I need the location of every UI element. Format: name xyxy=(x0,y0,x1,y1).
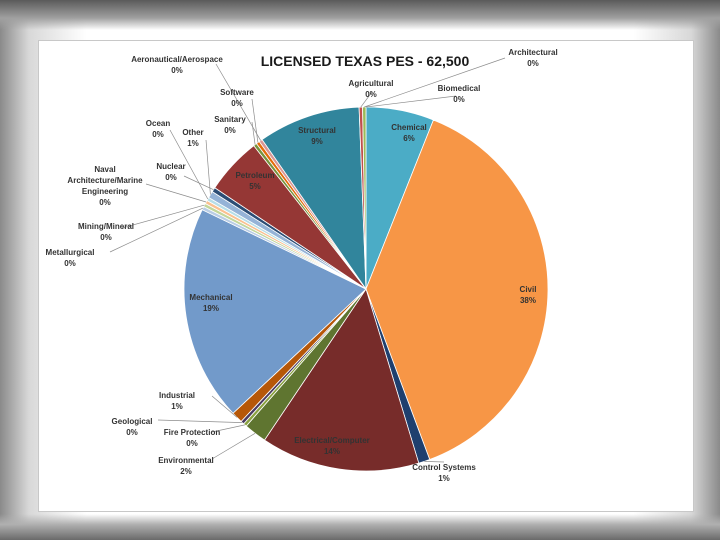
slice-labels: Biomedical 0% Chemical 6% Civil 38% Control Sy… xyxy=(46,48,558,483)
leader-line-aeronautical-aerospace xyxy=(215,63,262,141)
leader-line-biomedical xyxy=(365,95,457,108)
leader-line-control-systems xyxy=(424,461,445,463)
slice-label-control-systems: Control Systems 1% xyxy=(412,463,476,483)
leader-line-metallurgical xyxy=(109,207,204,253)
leader-line-environmental xyxy=(211,432,256,460)
slice-label-mechanical: Mechanical 19% xyxy=(189,293,232,313)
pie-slice-architectural xyxy=(362,106,367,290)
slice-label-aeronautical-aerospace: Aeronautical/Aerospace 0% xyxy=(131,55,223,75)
leader-line-mining-mineral xyxy=(121,204,205,229)
slice-label-agricultural: Agricultural 0% xyxy=(349,79,394,99)
leader-line-architectural xyxy=(364,57,506,108)
slice-label-sanitary: Sanitary 0% xyxy=(214,115,246,135)
pie-slice-mechanical xyxy=(183,209,367,414)
slice-label-naval-architecture-marine-engineering: Naval Architecture/Marine Engineering 0% xyxy=(67,165,143,207)
slice-label-electrical-computer: Electrical/Computer 14% xyxy=(294,436,370,456)
slice-label-petroleum: Petroleum 5% xyxy=(235,171,274,191)
pie-slice-structural xyxy=(261,106,367,291)
leader-line-geological xyxy=(157,419,243,423)
slice-label-structural: Structural 9% xyxy=(298,126,336,146)
slice-label-environmental: Environmental 2% xyxy=(158,456,214,476)
leader-line-fire-protection xyxy=(211,424,245,433)
slice-label-other: Other 1% xyxy=(182,128,203,148)
leader-line-software xyxy=(251,98,259,143)
slice-label-software: Software 0% xyxy=(220,88,254,108)
chart-title: LICENSED TEXAS PES - 62,500 xyxy=(261,53,470,69)
slice-label-geological: Geological 0% xyxy=(112,417,153,437)
slice-label-chemical: Chemical 6% xyxy=(391,123,427,143)
pie-slice-electrical-computer xyxy=(263,288,420,472)
slice-label-architectural: Architectural 0% xyxy=(508,48,557,68)
pie-slice-civil xyxy=(365,119,549,461)
slice-label-metallurgical: Metallurgical 0% xyxy=(46,248,95,268)
leader-line-other xyxy=(205,139,211,195)
slice-label-fire-protection: Fire Protection 0% xyxy=(164,428,221,448)
slice-label-ocean: Ocean 0% xyxy=(146,119,171,139)
leader-line-sanitary xyxy=(251,121,256,145)
leader-lines xyxy=(109,57,506,463)
pie-slices xyxy=(183,106,549,472)
slice-label-civil: Civil 38% xyxy=(520,285,537,305)
leader-line-industrial xyxy=(211,395,238,418)
leader-line-nuclear xyxy=(183,175,214,191)
leader-line-naval-architecture-marine-engineering xyxy=(145,183,207,203)
slice-label-biomedical: Biomedical 0% xyxy=(438,84,481,104)
leader-line-ocean xyxy=(169,129,209,200)
slide-bottom-band xyxy=(0,514,720,540)
slide-top-band xyxy=(0,0,720,30)
slice-label-mining-mineral: Mining/Mineral 0% xyxy=(78,222,134,242)
slice-label-nuclear: Nuclear 0% xyxy=(156,162,185,182)
slice-label-industrial: Industrial 1% xyxy=(159,391,195,411)
leader-line-agricultural xyxy=(360,91,373,108)
